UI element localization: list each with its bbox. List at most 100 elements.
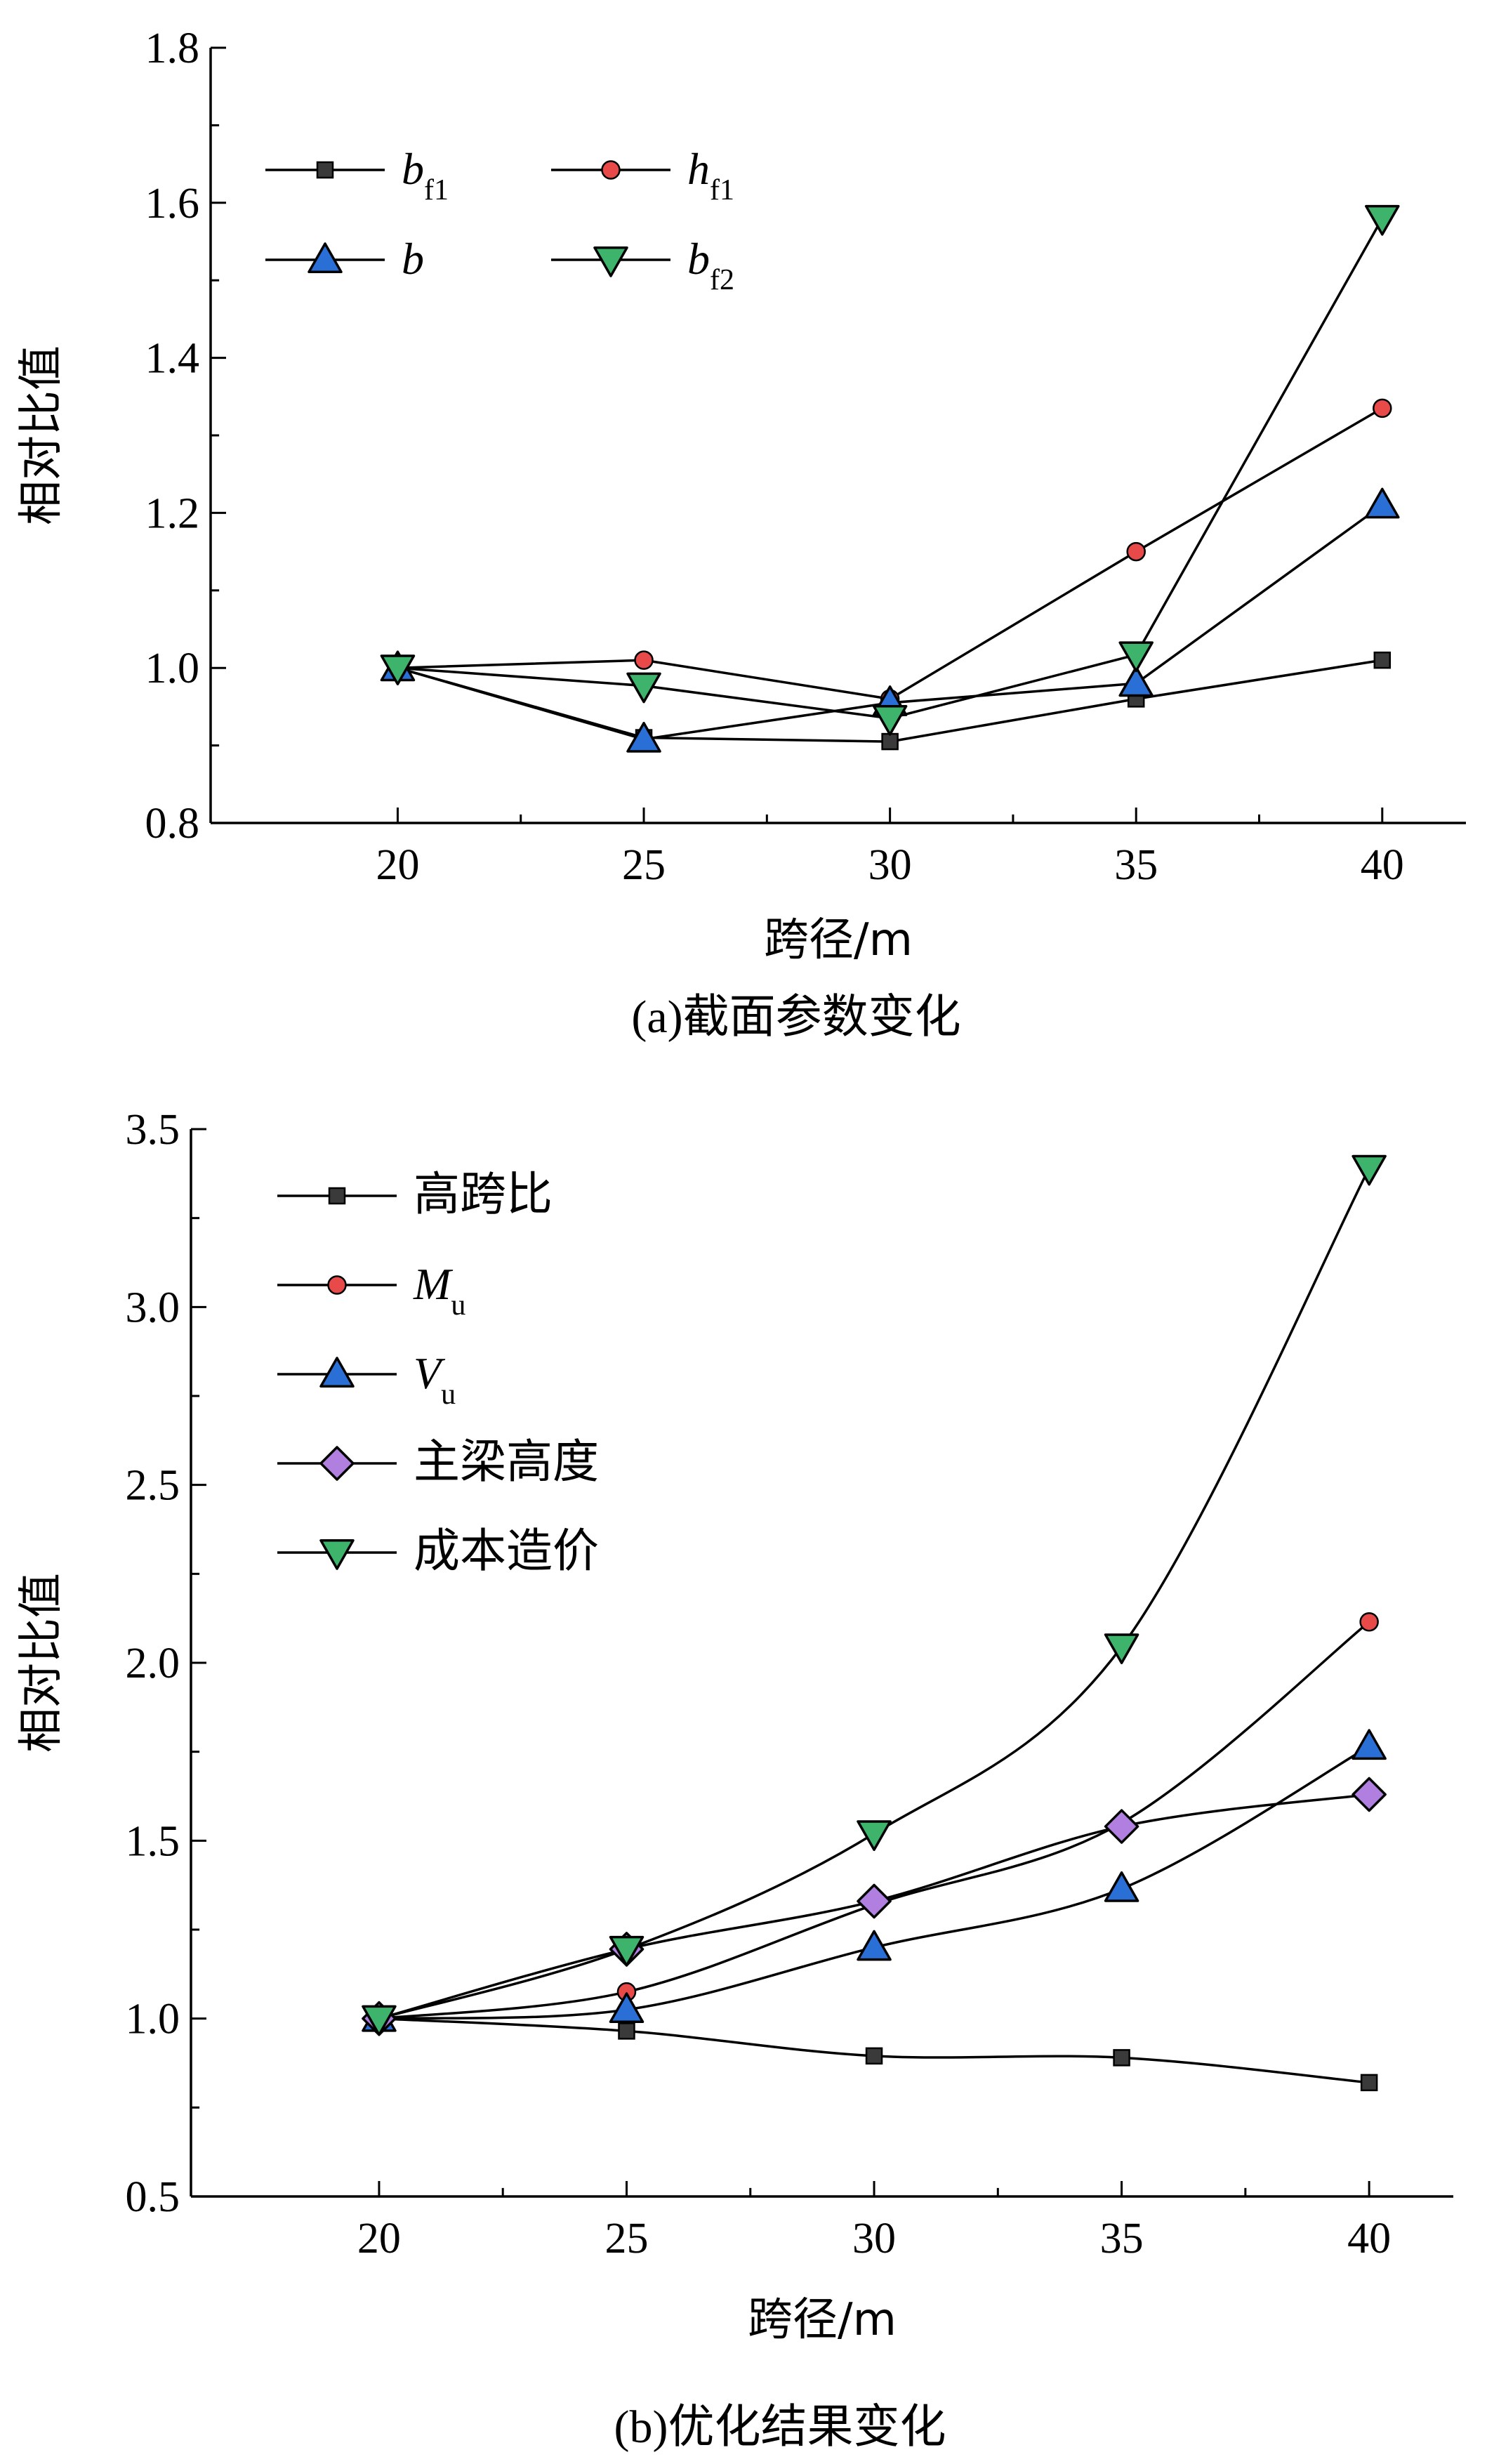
y-axis-title: 相对比值	[15, 345, 67, 525]
y-tick-label: 2.5	[126, 1462, 180, 1510]
legend-symbol: b	[402, 144, 424, 194]
legend-marker-diamond	[319, 1446, 355, 1481]
legend-symbol: 成本造价	[414, 1524, 599, 1578]
data-point-square-0-1	[618, 2022, 635, 2040]
data-point-circle-1-3	[1126, 541, 1146, 562]
data-point-square-0-2	[881, 732, 899, 751]
legend-label-1: hf1	[687, 144, 734, 206]
y-tick-label: 1.4	[145, 335, 200, 383]
data-point-circle-1-4	[1359, 1612, 1379, 1632]
data-point-triangle-down-3-0	[380, 654, 416, 685]
x-tick-label: 20	[357, 2215, 401, 2262]
x-tick-label: 35	[1114, 841, 1158, 889]
data-point-triangle-down-4-1	[609, 1935, 645, 1967]
chart-caption: (b)优化结果变化	[614, 2402, 946, 2453]
x-axis-title: 跨径/m	[748, 2294, 897, 2346]
data-point-diamond-3-2	[857, 1883, 892, 1919]
x-tick-label: 40	[1361, 841, 1404, 889]
chart-b-optimization-results: 0.5 1.0 1.5 2.0 2.5 3.0 3.5 20 25 30 35 40 跨径/m 相对比值 (…	[15, 1106, 1453, 2453]
legend-marker-triangle-down	[319, 1539, 355, 1570]
legend-subscript: f2	[710, 264, 734, 296]
legend-marker-triangle-down	[593, 246, 628, 277]
data-point-triangle-down-4-2	[857, 1820, 892, 1851]
data-point-diamond-3-4	[1351, 1777, 1387, 1812]
chart-a-section-parameters: 0.8 1.0 1.2 1.4 1.6 1.8 20 25 30 35 40 跨径/m 相对比值 (a)截…	[15, 25, 1466, 1043]
legend-subscript: f1	[710, 174, 734, 206]
legend-label-2: b	[402, 234, 424, 284]
x-axis-title: 跨径/m	[764, 914, 913, 966]
legend-label-3: bf2	[687, 234, 734, 296]
series-line-1	[397, 407, 1383, 701]
data-point-square-0-4	[1360, 2074, 1378, 2092]
x-tick-label: 35	[1100, 2215, 1144, 2262]
data-point-square-0-3	[1113, 2049, 1130, 2067]
data-point-square-0-2	[865, 2047, 883, 2065]
legend-marker-circle	[601, 160, 621, 180]
legend-symbol: 主梁高度	[414, 1435, 599, 1489]
y-tick-label: 1.0	[126, 1996, 180, 2043]
legend-symbol: b	[687, 234, 710, 284]
series-line-4	[378, 1167, 1370, 2020]
data-point-triangle-down-4-0	[362, 2005, 397, 2036]
legend-subscript: u	[451, 1289, 465, 1322]
data-point-triangle-up-2-2	[857, 1930, 892, 1961]
legend-subscript: u	[441, 1378, 456, 1411]
y-tick-label: 2.0	[126, 1640, 180, 1687]
legend-label-1: Mu	[413, 1259, 465, 1322]
y-tick-label: 1.2	[145, 489, 200, 537]
data-point-triangle-down-3-1	[626, 672, 661, 704]
legend-label-0: 高跨比	[414, 1167, 553, 1221]
legend-symbol: h	[687, 144, 710, 194]
x-tick-label: 30	[868, 841, 912, 889]
x-tick-label: 40	[1347, 2215, 1391, 2262]
legend-symbol: b	[402, 234, 424, 284]
legend-marker-square	[328, 1187, 346, 1205]
legend-symbol: V	[414, 1348, 446, 1398]
data-point-triangle-down-3-3	[1118, 641, 1154, 673]
legend-symbol: 高跨比	[414, 1167, 553, 1221]
legend-label-2: Vu	[414, 1348, 456, 1411]
y-tick-label: 1.0	[145, 645, 200, 692]
chart-caption: (a)截面参数变化	[631, 991, 960, 1043]
series-line-3	[397, 218, 1384, 720]
data-point-circle-1-4	[1373, 398, 1392, 419]
y-tick-label: 1.6	[145, 180, 200, 228]
y-axis-title: 相对比值	[15, 1573, 67, 1753]
x-tick-label: 25	[622, 841, 666, 889]
data-point-triangle-down-3-4	[1365, 204, 1400, 236]
data-point-triangle-up-2-4	[1365, 487, 1400, 519]
x-tick-label: 30	[852, 2215, 896, 2262]
legend-marker-circle	[327, 1275, 347, 1295]
data-point-triangle-down-4-4	[1351, 1154, 1387, 1186]
data-point-triangle-up-2-3	[1104, 1871, 1139, 1902]
series-line-2	[378, 1745, 1370, 2020]
legend-marker-triangle-up	[308, 242, 343, 273]
data-point-diamond-3-3	[1104, 1809, 1139, 1844]
y-tick-label: 0.5	[126, 2173, 180, 2221]
legend-label-0: bf1	[402, 144, 449, 206]
data-point-triangle-up-2-1	[626, 722, 661, 753]
legend-label-3: 主梁高度	[414, 1435, 599, 1489]
y-tick-label: 3.0	[126, 1284, 180, 1331]
y-tick-label: 1.5	[126, 1817, 180, 1865]
y-tick-label: 0.8	[145, 800, 200, 848]
y-tick-label: 3.5	[126, 1106, 180, 1154]
y-tick-label: 1.8	[145, 25, 200, 72]
x-tick-label: 25	[604, 2215, 648, 2262]
data-point-triangle-down-3-2	[872, 704, 908, 736]
data-point-triangle-up-2-3	[1118, 666, 1154, 697]
data-point-triangle-up-2-1	[609, 1992, 645, 2023]
data-point-triangle-up-2-4	[1351, 1729, 1387, 1760]
x-tick-label: 20	[376, 841, 419, 889]
legend-label-4: 成本造价	[414, 1524, 599, 1578]
data-point-square-0-4	[1373, 651, 1392, 669]
data-point-triangle-down-4-3	[1104, 1633, 1139, 1664]
data-point-circle-1-1	[634, 650, 654, 670]
legend-symbol: M	[413, 1259, 454, 1309]
legend-marker-triangle-up	[319, 1357, 355, 1388]
legend-subscript: f1	[424, 174, 449, 206]
legend-marker-square	[316, 161, 334, 179]
